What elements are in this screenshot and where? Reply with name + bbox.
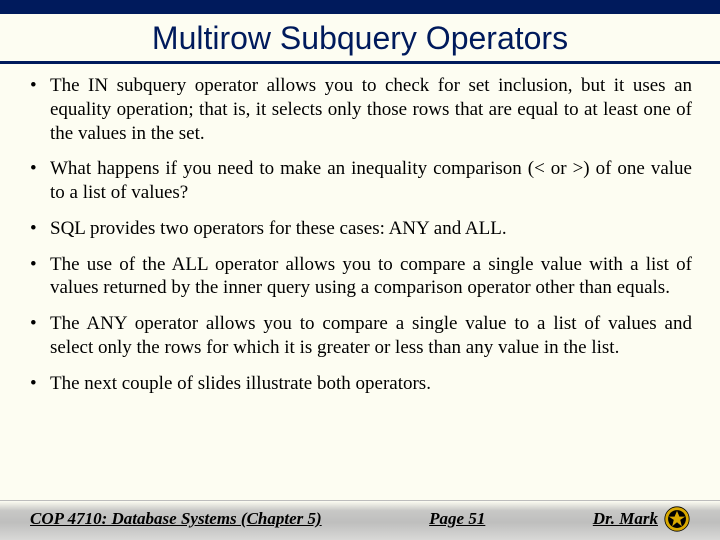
footer: COP 4710: Database Systems (Chapter 5) P…: [0, 506, 720, 532]
bullet-item: SQL provides two operators for these cas…: [28, 217, 692, 241]
top-brand-bar: [0, 0, 720, 14]
title-underline: [0, 61, 720, 64]
bullet-item: What happens if you need to make an ineq…: [28, 157, 692, 205]
bullet-item: The ANY operator allows you to compare a…: [28, 312, 692, 360]
slide: Multirow Subquery Operators The IN subqu…: [0, 0, 720, 540]
footer-page: Page 51: [429, 509, 485, 529]
bullet-list: The IN subquery operator allows you to c…: [28, 74, 692, 395]
footer-author-group: Dr. Mark: [593, 506, 690, 532]
slide-body: The IN subquery operator allows you to c…: [0, 74, 720, 395]
slide-title: Multirow Subquery Operators: [0, 20, 720, 57]
bullet-item: The IN subquery operator allows you to c…: [28, 74, 692, 145]
bullet-item: The use of the ALL operator allows you t…: [28, 253, 692, 301]
ucf-pegasus-icon: [664, 506, 690, 532]
footer-course: COP 4710: Database Systems (Chapter 5): [30, 509, 322, 529]
footer-author: Dr. Mark: [593, 509, 658, 529]
bullet-item: The next couple of slides illustrate bot…: [28, 372, 692, 396]
